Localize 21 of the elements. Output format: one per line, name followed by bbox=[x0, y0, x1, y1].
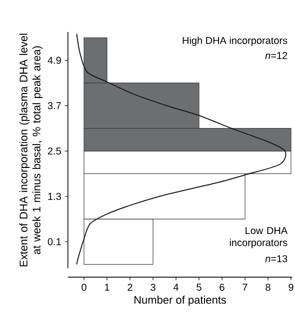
x-tick-label: 6 bbox=[220, 284, 224, 291]
x-tick-label: 8 bbox=[266, 284, 270, 291]
x-tick-label: 9 bbox=[288, 284, 294, 291]
y-tick-label: 1.3 bbox=[48, 192, 61, 200]
annotation: Low DHA incorporators bbox=[230, 227, 288, 248]
annotation: High DHA incorporators bbox=[182, 36, 288, 46]
x-tick-label: 5 bbox=[196, 284, 202, 291]
x-tick-label: 7 bbox=[242, 284, 248, 291]
x-axis-title: Number of patients bbox=[134, 296, 226, 306]
y-axis-title: Extent of DHA incorporation (plasma DHA level at week 1 minus basal, % total peak area) bbox=[19, 34, 43, 266]
y-tick-label: 2.5 bbox=[48, 147, 61, 155]
annotation: n=13 bbox=[265, 255, 288, 262]
x-tick-label: 2 bbox=[128, 284, 132, 291]
x-tick-label: 3 bbox=[150, 284, 156, 291]
x-tick-label: 1 bbox=[104, 284, 110, 291]
x-tick-label: 4 bbox=[173, 284, 178, 291]
annotation: n=12 bbox=[265, 52, 288, 60]
x-tick-label: 0 bbox=[82, 284, 86, 291]
y-tick-label: 0.1 bbox=[48, 238, 61, 246]
y-tick-label: 3.7 bbox=[48, 102, 61, 110]
y-tick-label: 4.9 bbox=[48, 56, 61, 64]
